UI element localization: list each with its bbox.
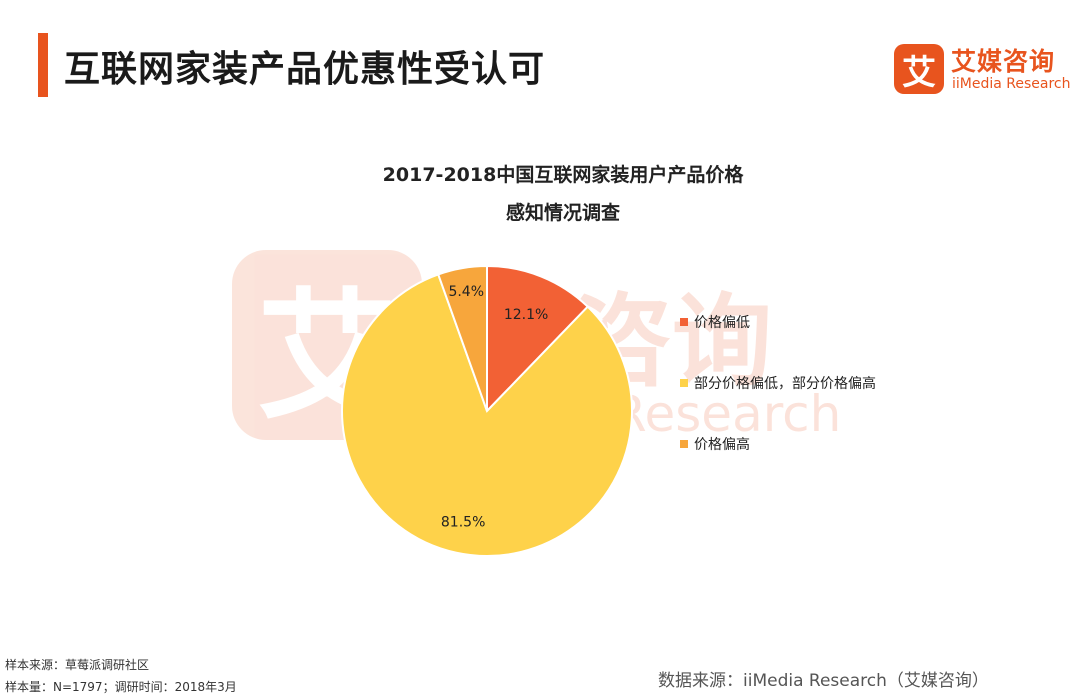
- pie-label-low: 12.1%: [504, 307, 548, 323]
- pie-label-high: 5.4%: [448, 284, 484, 300]
- pie-slice-mixed: [341, 273, 633, 557]
- pie-slice-low: [486, 264, 590, 414]
- legend-item-low: 价格偏低: [680, 312, 750, 332]
- legend-swatch-high: [680, 440, 688, 448]
- chart-title-line2: 感知情况调查: [505, 202, 620, 224]
- legend-label-low: 价格偏低: [694, 315, 750, 331]
- data-source: 数据来源：iiMedia Research（艾媒咨询）: [658, 671, 989, 691]
- chart-title-line1: 2017-2018中国互联网家装用户产品价格: [382, 164, 744, 186]
- legend-label-mixed: 部分价格偏低，部分价格偏高: [694, 376, 876, 392]
- legend-item-mixed: 部分价格偏低，部分价格偏高: [680, 373, 876, 393]
- page-title: 互联网家装产品优惠性受认可: [64, 49, 546, 90]
- pie-label-mixed: 81.5%: [441, 515, 485, 531]
- legend-swatch-mixed: [680, 379, 688, 387]
- sample-source: 样本来源：草莓派调研社区: [5, 658, 150, 672]
- brand-logo: 艾 艾媒咨询 iiMedia Research: [894, 44, 1071, 96]
- logo-en-text: iiMedia Research: [952, 76, 1071, 92]
- pie-slice-high: [436, 264, 488, 412]
- logo-cn-text: 艾媒咨询: [951, 47, 1056, 76]
- legend-swatch-low: [680, 318, 688, 326]
- sample-size: 样本量：N=1797；调研时间：2018年3月: [5, 680, 237, 694]
- logo-mark: 艾: [894, 44, 944, 94]
- legend-label-high: 价格偏高: [694, 437, 750, 453]
- legend-item-high: 价格偏高: [680, 434, 750, 454]
- title-accent-bar: [38, 33, 48, 97]
